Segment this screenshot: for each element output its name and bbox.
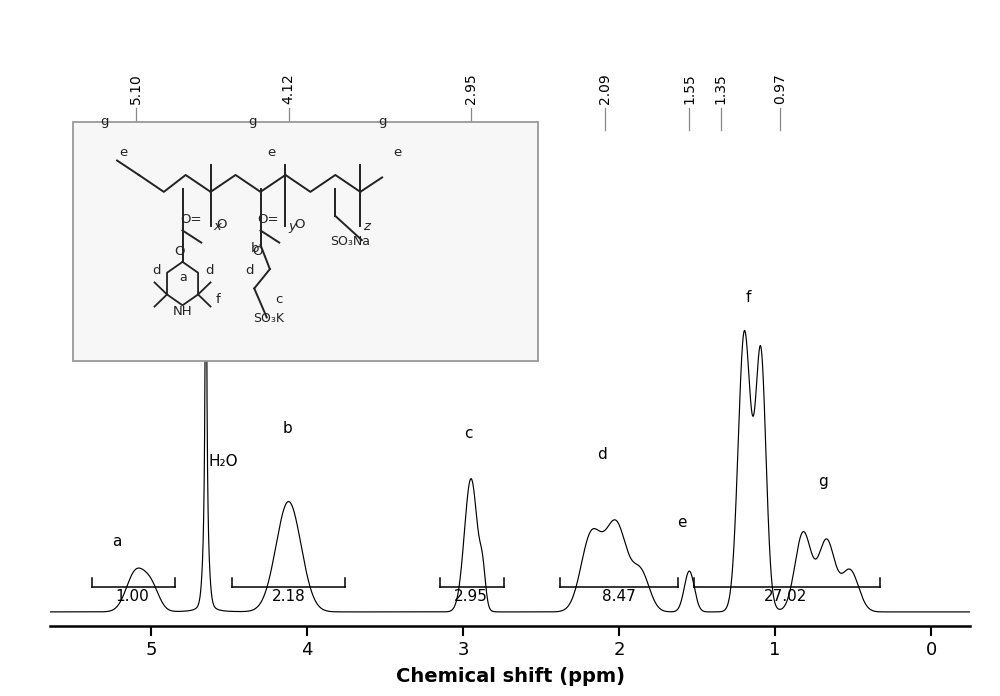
Text: O: O xyxy=(216,218,227,231)
Text: b: b xyxy=(282,420,292,436)
Text: SO₃K: SO₃K xyxy=(253,313,284,325)
Text: 1.35: 1.35 xyxy=(714,73,728,104)
Text: e: e xyxy=(677,515,686,530)
Text: b: b xyxy=(251,242,260,255)
Text: c: c xyxy=(464,425,472,441)
Text: H₂O: H₂O xyxy=(208,454,238,470)
Text: 2.95: 2.95 xyxy=(454,590,488,604)
X-axis label: Chemical shift (ppm): Chemical shift (ppm) xyxy=(396,667,624,686)
Text: 5.10: 5.10 xyxy=(129,73,143,104)
Text: O=: O= xyxy=(258,213,279,226)
Text: 0.97: 0.97 xyxy=(773,73,787,104)
Text: SO₃Na: SO₃Na xyxy=(330,235,370,248)
Text: 27.02: 27.02 xyxy=(764,590,808,604)
Text: 4.12: 4.12 xyxy=(282,73,296,104)
Text: O: O xyxy=(174,244,185,258)
Text: O=: O= xyxy=(180,213,201,226)
Text: a: a xyxy=(179,271,187,284)
Text: x: x xyxy=(214,221,222,233)
Text: 2.09: 2.09 xyxy=(598,73,612,104)
Text: d: d xyxy=(205,264,213,277)
Text: g: g xyxy=(100,116,109,128)
Text: d: d xyxy=(245,264,253,277)
Text: 8.47: 8.47 xyxy=(602,590,636,604)
Text: 2.95: 2.95 xyxy=(464,73,478,104)
Text: g: g xyxy=(248,116,257,128)
Text: z: z xyxy=(363,221,370,233)
Text: O: O xyxy=(252,244,263,258)
Text: NH: NH xyxy=(173,305,192,318)
Text: g: g xyxy=(378,116,386,128)
Text: e: e xyxy=(267,145,276,159)
Text: O: O xyxy=(294,218,305,231)
Text: 1.55: 1.55 xyxy=(682,73,696,104)
Text: f: f xyxy=(746,290,751,306)
Text: g: g xyxy=(819,474,828,489)
Text: 1.00: 1.00 xyxy=(116,590,150,604)
Text: d: d xyxy=(597,448,607,462)
Text: e: e xyxy=(119,145,127,159)
Text: 2.18: 2.18 xyxy=(272,590,305,604)
FancyBboxPatch shape xyxy=(73,122,538,361)
Text: a: a xyxy=(112,534,122,549)
Text: d: d xyxy=(152,264,160,277)
Text: y: y xyxy=(289,221,296,233)
Text: e: e xyxy=(394,145,402,159)
Text: f: f xyxy=(216,293,221,306)
Text: c: c xyxy=(275,293,282,306)
